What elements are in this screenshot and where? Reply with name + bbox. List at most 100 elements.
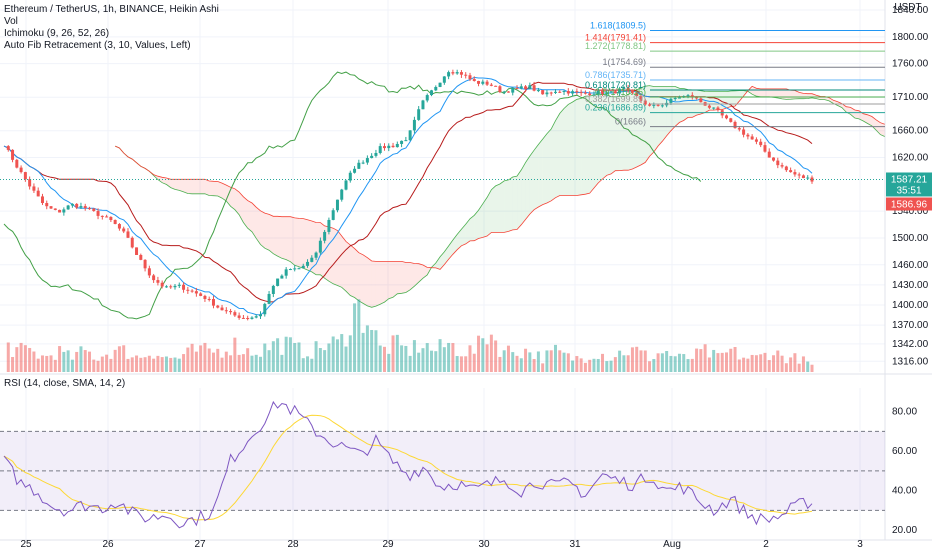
cloud-segment [465, 218, 470, 244]
volume-bar [417, 352, 421, 372]
cloud-segment [192, 179, 197, 194]
volume-bar [434, 351, 438, 372]
volume-bar [280, 354, 284, 372]
candle-body [92, 208, 96, 212]
volume-bar [199, 345, 203, 372]
volume-bar [515, 355, 519, 372]
candle-body [421, 100, 425, 110]
candle-body [36, 190, 40, 197]
cloud-segment [593, 94, 599, 188]
volume-bar [75, 351, 79, 372]
volume-bar [579, 358, 583, 372]
cloud-segment [559, 108, 565, 196]
cloud-segment [675, 86, 680, 127]
time-tick-label: Aug [663, 539, 681, 550]
candle-body [318, 240, 322, 253]
volume-bar [139, 357, 143, 372]
cloud-segment [157, 176, 163, 183]
legend-vol[interactable]: Vol [4, 16, 18, 27]
candle-body [686, 95, 690, 97]
candle-body [391, 145, 395, 148]
volume-bar [190, 343, 194, 372]
volume-bar [378, 345, 382, 372]
candle-body [549, 92, 553, 94]
candle-body [147, 268, 151, 276]
volume-bar [387, 353, 391, 372]
symbol-title[interactable]: Ethereum / TetherUS, 1h, BINANCE, Heikin… [4, 4, 219, 15]
volume-bar [442, 347, 446, 372]
volume-bar [6, 342, 10, 372]
candle-body [280, 275, 284, 279]
current-price-label: 1587.21 [891, 174, 928, 185]
volume-bar [310, 358, 314, 372]
volume-bar [519, 358, 523, 372]
cloud-segment [790, 90, 795, 100]
time-tick-label: 3 [857, 539, 863, 550]
candle-body [143, 259, 147, 269]
candle-body [716, 107, 720, 111]
volume-bar [780, 355, 784, 372]
cloud-segment [499, 180, 505, 233]
candle-body [331, 210, 335, 220]
volume-bar [211, 352, 215, 372]
volume-bar [430, 350, 434, 372]
candle-body [83, 206, 87, 209]
cloud-segment [405, 262, 411, 293]
candle-body [536, 90, 540, 92]
volume-bar [754, 355, 758, 372]
volume-bar [541, 363, 545, 372]
cloud-segment [354, 248, 359, 301]
volume-bar [481, 338, 485, 372]
candle-body [618, 88, 622, 94]
candle-body [442, 76, 446, 83]
candle-body [447, 72, 451, 77]
symbol-legend[interactable]: Ethereum / TetherUS, 1h, BINANCE, Heikin… [4, 4, 219, 52]
cloud-segment [337, 230, 342, 288]
rsi-tick-label: 40.00 [892, 486, 917, 497]
candle-body [498, 86, 502, 92]
cloud-segment [393, 261, 398, 298]
candle-body [259, 314, 263, 317]
volume-bar [216, 348, 220, 372]
currency-label: USDT [894, 2, 921, 13]
cloud-segment [243, 196, 248, 229]
cloud-segment [841, 103, 847, 113]
legend-ichimoku[interactable]: Ichimoku (9, 26, 52, 26) [4, 28, 110, 39]
time-tick-label: 26 [102, 539, 114, 550]
volume-bar [62, 351, 66, 372]
cloud-segment [260, 210, 265, 249]
price-tick-label: 1500.00 [892, 233, 929, 244]
candle-body [772, 157, 776, 161]
volume-bar [100, 356, 104, 372]
candle-body [558, 91, 562, 93]
volume-bar [96, 360, 100, 372]
volume-bar [143, 357, 147, 372]
legend-fib[interactable]: Auto Fib Retracement (3, 10, Values, Lef… [4, 40, 191, 51]
candle-body [417, 109, 421, 120]
volume-bar [447, 342, 451, 372]
volume-bar [660, 353, 664, 372]
volume-bar [553, 344, 557, 372]
candle-body [395, 143, 399, 148]
time-tick-label: 25 [20, 539, 32, 550]
candle-body [58, 209, 62, 213]
volume-bar [524, 348, 528, 372]
current-price-badge [886, 172, 932, 197]
volume-bar [596, 358, 600, 372]
volume-bar [506, 345, 510, 372]
volume-bar [284, 336, 288, 372]
candle-body [301, 265, 305, 269]
volume-bar [169, 357, 173, 372]
candle-body [164, 286, 168, 288]
candle-body [630, 89, 634, 93]
candle-body [613, 91, 617, 94]
cloud-segment [375, 261, 381, 307]
cloud-segment [478, 203, 483, 239]
candle-body [464, 74, 468, 76]
volume-bar [45, 355, 49, 372]
candle-body [648, 104, 652, 106]
price-tick-label: 1660.00 [892, 126, 929, 137]
volume-bar [746, 358, 750, 372]
cloud-segment [709, 91, 714, 111]
rsi-legend[interactable]: RSI (14, close, SMA, 14, 2) [4, 378, 126, 389]
